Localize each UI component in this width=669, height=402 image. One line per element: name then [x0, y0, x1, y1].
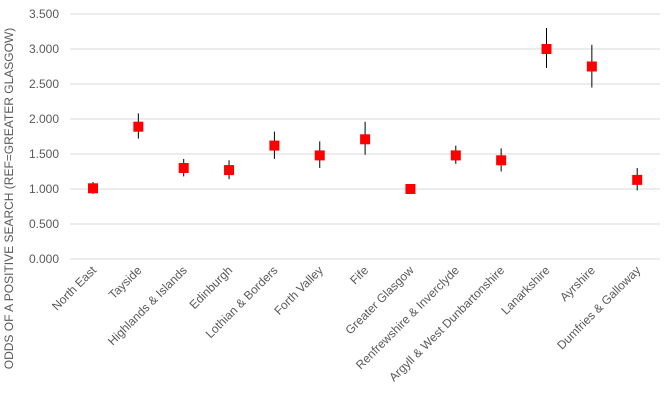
x-tick-label: Dumfries & Galloway [554, 263, 643, 352]
data-points [88, 44, 643, 194]
y-tick-label: 0.000 [29, 252, 59, 266]
x-tick-label: Ayrshire [557, 263, 598, 304]
y-tick-label: 3.500 [29, 7, 59, 21]
x-tick-label: Highlands & Islands [105, 263, 190, 348]
y-axis-title: ODDS OF A POSITIVE SEARCH (REF=GREATER G… [2, 28, 16, 370]
y-axis-tick-labels: 0.000 0.500 1.000 1.500 2.000 2.500 3.000 3.500 [29, 7, 59, 266]
data-point-marker [632, 174, 643, 185]
data-point-marker [133, 121, 144, 132]
data-point-marker [405, 184, 416, 194]
data-point-marker [269, 140, 280, 151]
y-tick-label: 2.500 [29, 77, 59, 91]
y-tick-label: 1.000 [29, 182, 59, 196]
data-point-marker [541, 44, 552, 54]
data-point-marker [360, 134, 371, 145]
data-point-marker [178, 163, 189, 173]
data-point-marker [224, 165, 235, 176]
y-tick-label: 0.500 [29, 217, 59, 231]
y-tick-label: 2.000 [29, 112, 59, 126]
data-point-marker [88, 183, 98, 194]
data-point-marker [496, 155, 507, 166]
data-point-marker [450, 150, 461, 161]
x-tick-label: Tayside [106, 263, 145, 302]
data-point-marker [314, 150, 325, 161]
x-tick-label: Forth Valley [271, 263, 326, 318]
x-tick-label: North East [49, 263, 99, 313]
x-tick-label: Edinburgh [187, 263, 236, 312]
data-point-marker [586, 61, 597, 72]
x-tick-label: Lanarkshire [498, 263, 552, 317]
x-tick-label: Fife [347, 263, 371, 287]
error-bars [92, 28, 638, 194]
gridlines [70, 13, 660, 260]
y-tick-label: 1.500 [29, 147, 59, 161]
y-tick-label: 3.000 [29, 42, 59, 56]
